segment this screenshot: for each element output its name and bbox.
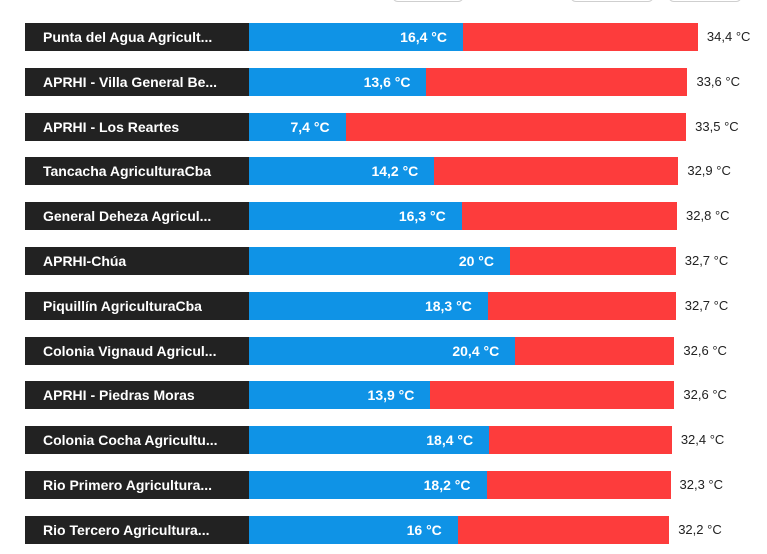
chart-row: APRHI - Los Reartes 7,4 °C 33,5 °C <box>0 112 767 141</box>
station-label: Colonia Vignaud Agricul... <box>25 336 249 365</box>
min-temp-bar: 7,4 °C <box>249 112 346 141</box>
max-temp-label: 34,4 °C <box>706 29 751 44</box>
min-temp-bar: 16,3 °C <box>249 202 462 231</box>
max-temp-bar <box>434 157 679 186</box>
min-temp-bar: 16 °C <box>249 515 458 544</box>
station-label: APRHI - Piedras Moras <box>25 381 249 410</box>
chart-row: Rio Tercero Agricultura... 16 °C 32,2 °C <box>0 515 767 544</box>
max-temp-label: 33,6 °C <box>696 73 740 89</box>
min-temp-bar: 20 °C <box>249 247 510 275</box>
min-temp-bar: 13,9 °C <box>249 381 431 410</box>
min-temp-bar: 18,4 °C <box>249 426 490 455</box>
max-temp-label: 33,5 °C <box>695 118 739 134</box>
station-label: Punta del Agua Agricult... <box>25 23 249 51</box>
station-label: Rio Tercero Agricultura... <box>25 515 249 544</box>
min-temp-bar: 16,4 °C <box>249 23 464 51</box>
chart-row: APRHI - Villa General Be... 13,6 °C 33,6 °… <box>0 67 767 96</box>
max-temp-label: 32,7 °C <box>684 297 729 313</box>
chart-row: General Deheza Agricul... 16,3 °C 32,8 °C <box>0 202 767 231</box>
max-temp-bar <box>430 381 675 410</box>
chart-row: Tancacha AgriculturaCba 14,2 °C 32,9 °C <box>0 157 767 186</box>
max-temp-label: 32,6 °C <box>683 387 727 403</box>
min-temp-bar: 13,6 °C <box>249 67 427 96</box>
chart-row: Rio Primero Agricultura... 18,2 °C 32,3 °C <box>0 471 767 499</box>
chart-row: Piquillín AgriculturaCba 18,3 °C 32,7 °C <box>0 291 767 320</box>
station-label: Rio Primero Agricultura... <box>25 471 249 499</box>
max-temp-bar <box>463 23 698 51</box>
chart-row: Colonia Cocha Agricultu... 18,4 °C 32,4 °C <box>0 426 767 455</box>
max-temp-label: 32,2 °C <box>678 521 722 537</box>
max-temp-label: 32,3 °C <box>679 477 724 492</box>
min-temp-bar: 14,2 °C <box>249 157 435 186</box>
max-temp-bar <box>426 67 688 96</box>
max-temp-label: 32,6 °C <box>683 342 727 358</box>
station-label: Colonia Cocha Agricultu... <box>25 426 249 455</box>
min-temp-bar: 18,2 °C <box>249 471 487 499</box>
station-label: Piquillín AgriculturaCba <box>25 291 249 320</box>
max-temp-bar <box>489 426 672 455</box>
station-label: APRHI-Chúa <box>25 247 249 275</box>
chart-row: Punta del Agua Agricult... 16,4 °C 34,4 °C <box>0 23 767 51</box>
station-label: Tancacha AgriculturaCba <box>25 157 249 186</box>
max-temp-bar <box>345 112 687 141</box>
max-temp-bar <box>486 471 671 499</box>
max-temp-bar <box>487 291 676 320</box>
max-temp-label: 32,7 °C <box>684 253 729 268</box>
min-temp-bar: 18,3 °C <box>249 291 488 320</box>
max-temp-bar <box>510 247 676 275</box>
max-temp-label: 32,4 °C <box>680 432 725 448</box>
max-temp-bar <box>461 202 678 231</box>
station-label: APRHI - Villa General Be... <box>25 67 249 96</box>
max-temp-bar <box>457 515 670 544</box>
station-label: APRHI - Los Reartes <box>25 112 249 141</box>
min-temp-bar: 20,4 °C <box>249 336 516 365</box>
max-temp-bar <box>515 336 675 365</box>
max-temp-label: 32,8 °C <box>686 208 730 224</box>
chart-row: Colonia Vignaud Agricul... 20,4 °C 32,6 °C <box>0 336 767 365</box>
max-temp-label: 32,9 °C <box>687 163 731 179</box>
chart-row: APRHI-Chúa 20 °C 32,7 °C <box>0 247 767 275</box>
station-label: General Deheza Agricul... <box>25 202 249 231</box>
chart-row: APRHI - Piedras Moras 13,9 °C 32,6 °C <box>0 381 767 410</box>
